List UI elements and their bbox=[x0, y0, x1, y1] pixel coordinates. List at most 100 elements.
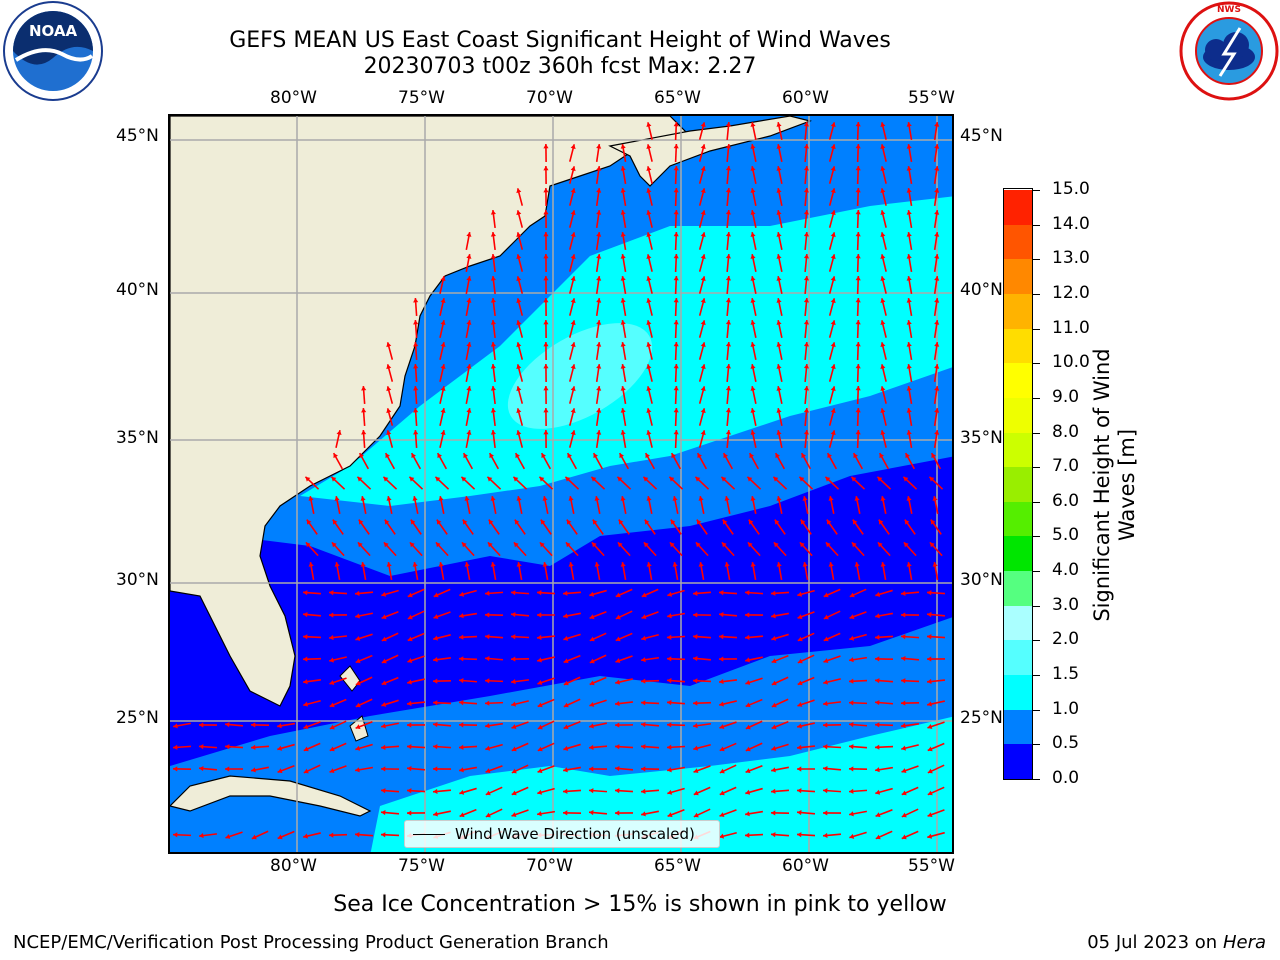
wind-wave-arrowhead bbox=[381, 658, 387, 664]
colorbar bbox=[1003, 188, 1033, 780]
wind-wave-arrowhead bbox=[830, 122, 836, 128]
wind-wave-arrowhead bbox=[466, 386, 472, 391]
wind-wave-arrowhead bbox=[934, 166, 940, 171]
wind-wave-arrowhead bbox=[929, 542, 935, 548]
wind-wave-arrowhead bbox=[277, 723, 282, 729]
wind-wave-arrowhead bbox=[700, 144, 706, 150]
colorbar-tick-mark bbox=[1033, 190, 1040, 191]
wind-wave-arrowhead bbox=[568, 496, 574, 501]
wind-wave-arrowhead bbox=[830, 430, 836, 436]
wind-wave-arrowhead bbox=[934, 342, 940, 347]
wind-wave-arrowhead bbox=[719, 656, 724, 662]
wind-wave-arrowhead bbox=[776, 188, 782, 193]
wind-wave-arrowhead bbox=[305, 542, 311, 548]
wind-wave-arrowhead bbox=[490, 210, 496, 215]
wind-wave-arrowhead bbox=[875, 744, 880, 750]
map-panel[interactable] bbox=[168, 114, 954, 854]
wind-wave-arrowhead bbox=[700, 122, 706, 128]
wind-wave-arrowhead bbox=[877, 476, 883, 482]
wind-wave-arrowhead bbox=[719, 701, 724, 707]
wind-wave-arrowhead bbox=[667, 613, 672, 619]
colorbar-tick-label: 6.0 bbox=[1052, 490, 1080, 511]
colorbar-tick-label: 3.0 bbox=[1052, 594, 1080, 615]
wind-wave-arrowhead bbox=[802, 562, 808, 567]
wind-wave-arrowhead bbox=[381, 766, 386, 772]
wind-wave-arrowhead bbox=[596, 320, 602, 325]
wind-wave-arrowhead bbox=[641, 766, 646, 772]
wind-wave-arrowhead bbox=[855, 298, 861, 303]
wind-wave-arrowhead bbox=[407, 658, 413, 663]
wind-wave-arrowhead bbox=[303, 656, 308, 662]
wind-wave-arrowhead bbox=[693, 634, 698, 640]
wind-wave-arrowhead bbox=[459, 767, 464, 773]
wind-wave-arrowhead bbox=[466, 254, 472, 259]
wind-wave-arrowhead bbox=[490, 364, 496, 369]
wind-wave-arrowhead bbox=[803, 122, 810, 127]
wind-wave-arrowhead bbox=[901, 723, 906, 729]
wind-wave-arrowhead bbox=[620, 210, 626, 215]
lon-label-bottom: 80°W bbox=[270, 856, 317, 876]
wind-wave-arrowhead bbox=[589, 680, 595, 686]
wind-wave-arrowhead bbox=[725, 254, 732, 259]
wind-wave-arrowhead bbox=[725, 386, 732, 391]
wind-wave-arrowhead bbox=[646, 562, 652, 567]
wind-wave-arrowhead bbox=[620, 254, 626, 259]
wind-wave-arrowhead bbox=[803, 408, 810, 413]
wind-wave-arrowhead bbox=[516, 254, 522, 260]
wind-wave-arrowhead bbox=[433, 657, 438, 663]
wind-wave-arrowhead bbox=[459, 678, 464, 684]
wind-wave-arrowhead bbox=[877, 542, 883, 548]
wind-wave-arrowhead bbox=[830, 166, 836, 172]
colorbar-tick-label: 5.0 bbox=[1052, 525, 1080, 546]
wind-wave-arrowhead bbox=[799, 542, 805, 548]
wind-wave-arrowhead bbox=[721, 542, 727, 548]
wind-wave-arrowhead bbox=[803, 210, 810, 215]
wind-wave-arrowhead bbox=[880, 408, 886, 414]
wind-wave-arrowhead bbox=[849, 788, 854, 794]
wind-wave-arrowhead bbox=[596, 342, 602, 347]
wind-wave-arrowhead bbox=[700, 276, 706, 282]
wind-wave-arrowhead bbox=[543, 276, 549, 281]
wind-wave-arrowhead bbox=[487, 476, 493, 482]
wind-wave-arrowhead bbox=[440, 342, 446, 347]
wind-wave-arrowhead bbox=[901, 790, 907, 796]
wind-wave-arrowhead bbox=[542, 562, 548, 567]
wind-wave-arrowhead bbox=[927, 634, 932, 640]
wind-wave-arrowhead bbox=[485, 745, 491, 751]
wind-wave-arrowhead bbox=[934, 364, 940, 369]
wind-wave-arrowhead bbox=[927, 746, 933, 752]
wind-wave-arrowhead bbox=[357, 476, 363, 482]
wind-wave-arrowhead bbox=[803, 276, 810, 281]
wind-wave-arrowhead bbox=[745, 811, 750, 817]
wind-wave-arrowhead bbox=[589, 614, 595, 620]
wind-wave-arrowhead bbox=[673, 342, 679, 347]
colorbar-tick-label: 1.0 bbox=[1052, 698, 1080, 719]
wind-wave-arrowhead bbox=[776, 144, 782, 149]
wind-wave-arrowhead bbox=[823, 832, 828, 839]
wind-wave-arrowhead bbox=[673, 254, 679, 259]
wind-wave-arrowhead bbox=[803, 166, 810, 171]
wind-wave-arrowhead bbox=[927, 701, 932, 707]
wind-wave-arrowhead bbox=[693, 723, 698, 729]
wind-wave-arrowhead bbox=[693, 656, 698, 662]
wind-wave-arrowhead bbox=[333, 453, 338, 459]
wind-wave-arrowhead bbox=[438, 562, 444, 567]
wind-wave-arrowhead bbox=[615, 788, 620, 794]
wind-wave-arrowhead bbox=[927, 612, 932, 618]
land-cuba bbox=[170, 775, 372, 817]
wind-wave-arrowhead bbox=[875, 700, 880, 706]
wind-wave-arrowhead bbox=[563, 635, 569, 641]
wind-wave-arrowhead bbox=[173, 744, 178, 750]
wind-wave-arrowhead bbox=[849, 833, 855, 839]
wind-wave-arrowhead bbox=[331, 542, 337, 548]
wind-wave-arrowhead bbox=[360, 496, 366, 501]
wind-wave-arrowhead bbox=[485, 678, 490, 684]
wind-wave-arrowhead bbox=[459, 613, 464, 619]
colorbar-tick-mark bbox=[1033, 501, 1040, 503]
legend-line-swatch bbox=[413, 833, 445, 835]
colorbar-tick-mark bbox=[1033, 640, 1040, 642]
wind-wave-arrowhead bbox=[771, 613, 776, 619]
wind-wave-arrowhead bbox=[750, 276, 756, 281]
wind-wave-arrowhead bbox=[537, 746, 543, 752]
wind-wave-arrowhead bbox=[570, 254, 576, 260]
